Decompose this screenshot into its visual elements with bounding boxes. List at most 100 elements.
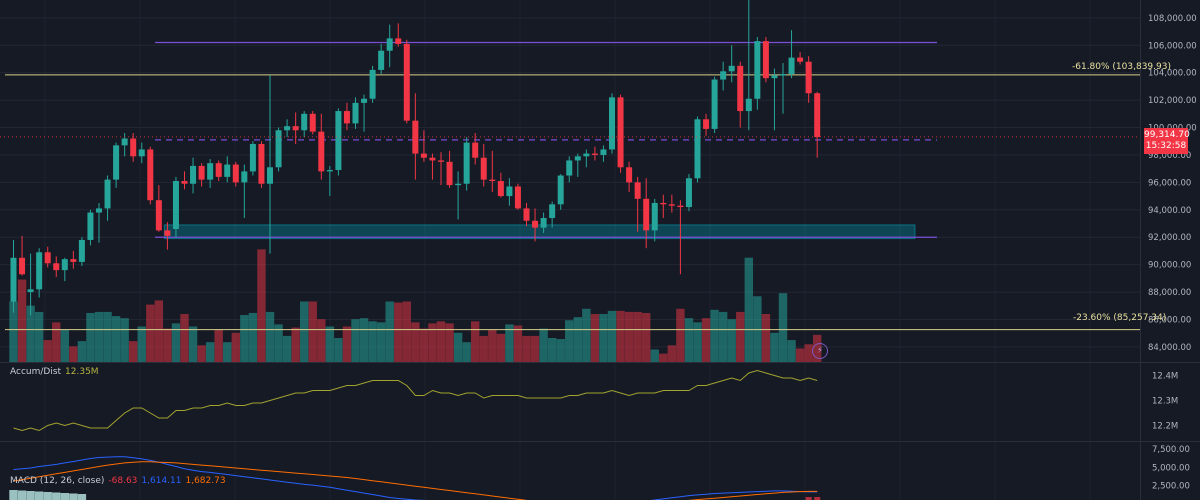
accum-dist-tick-label: 12.2M (1152, 422, 1178, 432)
candle-body (814, 93, 821, 138)
volume-bar (710, 309, 719, 362)
candle-body (369, 69, 376, 99)
bar-countdown: 15:32:58 (1145, 141, 1187, 151)
candle-body (609, 97, 615, 150)
candle-body (412, 120, 419, 154)
candle-body (378, 50, 385, 70)
volume-bar (231, 332, 240, 362)
volume-bar (368, 321, 377, 362)
volume-bar (436, 321, 446, 362)
candle-body (301, 113, 308, 131)
volume-bar (137, 326, 146, 362)
volume-bar (539, 328, 548, 362)
macd-tick-label: 5,000.00 (1152, 463, 1190, 473)
macd-tick-label: 2,500.00 (1152, 481, 1190, 491)
candle-body (703, 119, 710, 129)
candle-body (566, 160, 573, 176)
candle-body (668, 204, 675, 206)
volume-bar (547, 338, 557, 362)
candle-body (549, 204, 556, 219)
candle-body (626, 167, 633, 183)
support-zone (163, 224, 916, 240)
candle-body (728, 65, 735, 72)
volume-bar (761, 314, 771, 362)
candle-body (275, 130, 282, 168)
candle-body (309, 113, 316, 132)
candle-body (121, 138, 128, 146)
candle-body (241, 171, 248, 183)
volume-bar (120, 318, 129, 362)
candle-body (651, 202, 658, 231)
volume-bar (86, 312, 95, 362)
candle-body (138, 149, 145, 157)
volume-bar (496, 333, 506, 362)
volume-bar (9, 301, 18, 362)
candle-body (463, 142, 470, 184)
volume-bar (701, 318, 711, 362)
candle-body (267, 167, 273, 184)
candle-body (181, 181, 188, 184)
volume-bar (394, 302, 403, 362)
lightning-icon[interactable]: ⚡ (812, 343, 828, 359)
volume-bar (453, 332, 463, 362)
candle-body (497, 181, 504, 197)
accum-dist-tick-label: 12.3M (1152, 397, 1178, 407)
accum-dist-value: 12.35M (65, 367, 99, 377)
fib-lower-label: -23.60% (85,257.34) (1073, 313, 1167, 323)
volume-bar (505, 324, 514, 362)
candle-body (147, 149, 154, 201)
macd-hist-value: -68.63 (108, 476, 138, 486)
macd-legend: MACD (12, 26, close) -68.63 1,614.11 1,682.… (10, 476, 226, 486)
volume-bar (684, 318, 694, 362)
price-tick-label: 104,000.00 (1148, 69, 1197, 79)
current-price-value: 99,314.70 (1144, 130, 1190, 140)
volume-bar (599, 314, 608, 362)
candle-body (557, 175, 564, 205)
candle-body (96, 208, 102, 213)
volume-bar (402, 301, 411, 362)
candle-body (78, 239, 85, 262)
candle-body (318, 131, 325, 172)
candle-body (113, 145, 120, 180)
volume-bar (744, 257, 753, 362)
candle-body (472, 142, 479, 158)
candle-body (720, 71, 727, 80)
candle-body (754, 41, 761, 99)
macd-histogram-bar (69, 493, 78, 500)
macd-histogram-bar (17, 490, 27, 500)
volume-bar (94, 311, 104, 362)
price-tick-label: 108,000.00 (1148, 14, 1197, 24)
candle-body (685, 178, 692, 208)
candle-body (446, 161, 453, 186)
candle-body (514, 186, 521, 209)
fib-upper-label: -61.80% (103,839.93) (1072, 62, 1171, 72)
candle-body (532, 220, 539, 228)
volume-bar (171, 323, 181, 362)
candle-body (53, 263, 60, 271)
candle-body (292, 126, 299, 131)
volume-bar (69, 346, 78, 362)
candle-body (70, 259, 77, 262)
macd-histogram-bar (9, 490, 18, 500)
candle-body (737, 65, 744, 112)
volume-bar (659, 353, 668, 362)
macd-histogram-bar (26, 491, 35, 500)
macd-histogram-bar (52, 492, 61, 500)
candle-body (643, 198, 650, 231)
candle-body (506, 186, 513, 197)
candle-body (284, 126, 291, 131)
candle-body (660, 202, 667, 205)
candle-body (130, 138, 137, 157)
candle-body (87, 212, 94, 240)
volume-bar (180, 314, 189, 362)
volume-bar (479, 335, 488, 362)
candle-body (617, 97, 624, 168)
candle-body (249, 143, 256, 172)
candle-body (574, 156, 581, 161)
macd-tick-label: 7,500.00 (1152, 445, 1190, 455)
volume-bar (488, 329, 497, 362)
volume-bar (522, 335, 531, 362)
volume-bar (52, 322, 61, 362)
volume-bar (248, 312, 258, 362)
